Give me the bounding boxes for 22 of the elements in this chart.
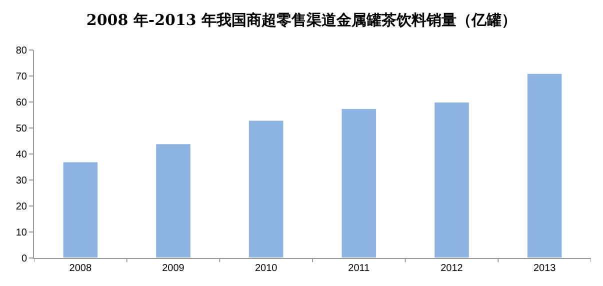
bar: [155, 143, 192, 258]
bar: [62, 161, 99, 258]
chart-title: 2008 年-2013 年我国商超零售渠道金属罐茶饮料销量（亿罐）: [86, 10, 517, 29]
x-tick-label: 2011: [348, 263, 370, 274]
y-tick-label: 30: [16, 176, 28, 186]
x-tick-label: 2013: [533, 263, 556, 274]
x-tick-label: 2008: [69, 263, 92, 274]
x-tick-label: 2012: [440, 263, 464, 274]
bar: [248, 120, 284, 258]
bar: [526, 72, 563, 258]
y-tick-label: 40: [16, 150, 28, 160]
bar: [434, 102, 470, 258]
y-tick-label: 70: [16, 72, 28, 82]
x-tick-label: 2010: [254, 263, 278, 274]
x-tick-label: 2009: [162, 263, 185, 274]
y-tick-label: 60: [16, 98, 28, 108]
y-tick-label: 20: [16, 202, 28, 212]
y-tick-label: 80: [16, 46, 28, 56]
y-tick-label: 50: [16, 124, 28, 134]
bar: [340, 108, 378, 258]
y-tick-label: 0: [21, 254, 28, 264]
y-tick-label: 10: [16, 228, 28, 238]
